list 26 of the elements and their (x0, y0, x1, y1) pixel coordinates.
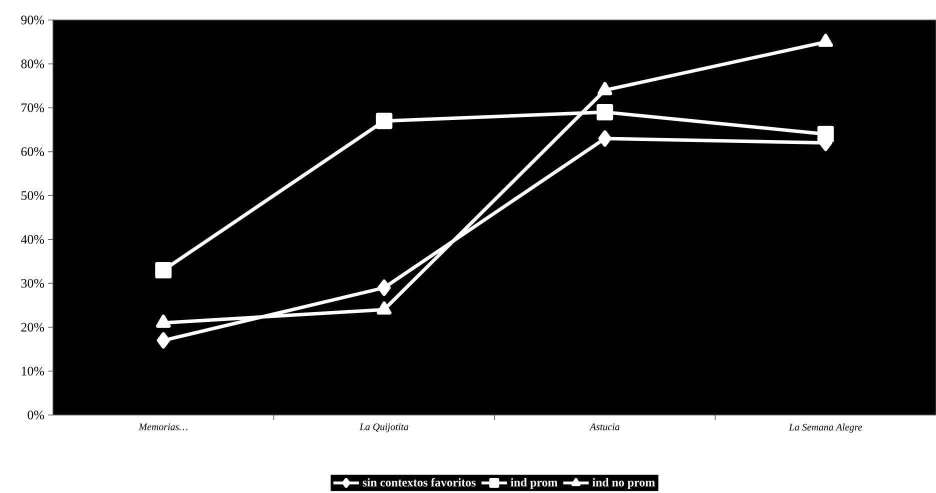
x-tick-label: La Semana Alegre (788, 424, 862, 433)
point (596, 104, 614, 120)
y-tick-label: 90% (21, 16, 44, 24)
x-tick-label: Astucia (589, 424, 620, 430)
point (598, 82, 612, 96)
point (156, 332, 170, 349)
x-tick-label: La Quijotita (360, 424, 408, 432)
point (817, 126, 834, 142)
y-tick-label: 20% (21, 322, 44, 332)
y-tick-label: 0% (28, 410, 44, 420)
point (155, 262, 172, 278)
y-tick-label: 50% (21, 191, 44, 200)
y-tick-label: 60% (21, 147, 44, 156)
y-tick-label: 40% (20, 235, 44, 244)
legend-label: ind no prom (592, 478, 655, 489)
legend-label: sin contextos favoritos (362, 478, 476, 487)
y-tick-label: 30% (21, 278, 44, 288)
point (598, 130, 612, 147)
y-tick-label: 70% (22, 103, 44, 112)
y-tick-label: 10% (22, 366, 44, 376)
legend-label: ind prom (510, 478, 558, 489)
y-tick-label: 80% (21, 60, 44, 68)
point (378, 280, 391, 296)
point (818, 34, 833, 47)
point (376, 112, 392, 130)
x-tick-label: Memorias… (138, 424, 188, 430)
